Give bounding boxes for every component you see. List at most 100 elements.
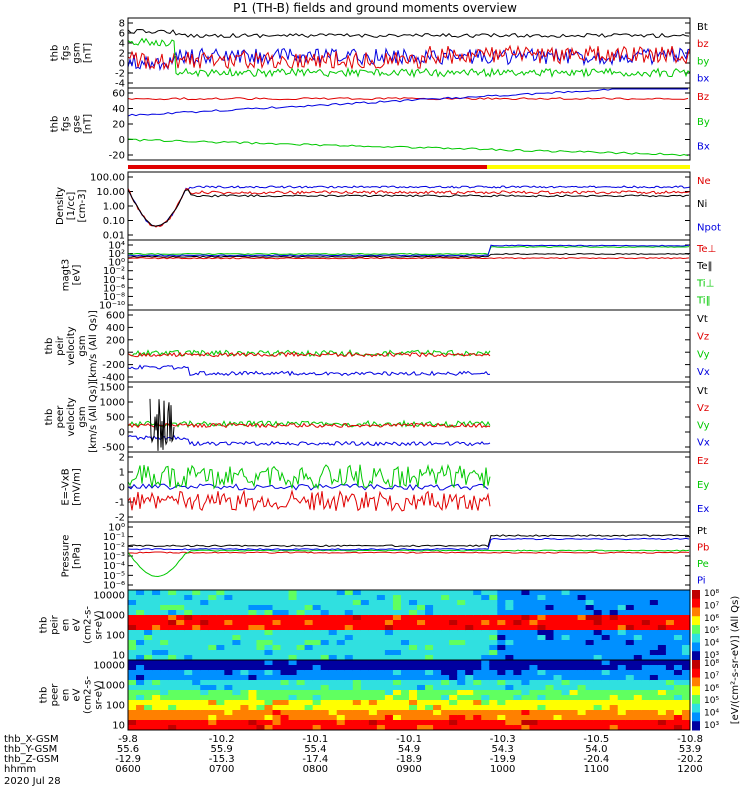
ytick-label: -20 [109,151,125,162]
spec-cell [176,710,185,716]
spec-cell [264,610,274,616]
spec-cell [136,715,145,721]
spec-cell [296,595,306,601]
spec-cell [433,610,442,616]
spec-cell [433,655,442,661]
spec-cell [192,710,201,716]
spec-cell [457,710,466,716]
spec-cell [344,665,354,671]
spec-cell [441,665,450,671]
spec-cell [489,700,498,706]
spec-cell [160,725,169,731]
spec-cell [280,645,290,651]
spec-cell [320,645,330,651]
series-Bx [127,88,688,117]
spec-cell [392,625,402,631]
spec-cell [272,645,282,651]
spec-cell [352,610,362,616]
spec-cell [392,630,402,636]
colorbar-swatch [692,598,700,608]
spec-cell [240,605,249,611]
spec-cell [264,700,274,706]
spec-cell [681,625,691,631]
spec-cell [232,700,241,706]
spec-cell [465,680,474,686]
ylabel-line: Density [55,187,66,225]
spec-cell [601,590,611,596]
spec-cell [368,660,378,666]
spec-cell [184,595,193,601]
spec-cell [392,675,402,681]
spec-cell [312,640,322,646]
spec-cell [136,590,145,596]
spec-cell [360,590,370,596]
spec-cell [336,710,346,716]
spec-cell [665,655,675,661]
spec-cell [368,615,378,621]
spec-cell [593,650,603,656]
spec-cell [296,610,306,616]
spec-cell [409,710,418,716]
spec-cell [200,635,209,641]
spec-cell [144,595,153,601]
spec-cell [617,670,627,676]
spec-cell [617,695,627,701]
spec-cell [352,630,362,636]
spec-cell [617,640,627,646]
spec-cell [537,645,546,651]
spec-cell [272,610,282,616]
spec-cell [417,590,426,596]
ytick-label: 10⁰ [108,258,125,269]
spec-cell [433,640,442,646]
colorbar-swatch [692,712,700,722]
spec-cell [433,630,442,636]
spec-cell [296,675,306,681]
spec-cell [601,665,611,671]
spec-cell [376,720,386,726]
spec-cell [184,635,193,641]
spec-cell [681,695,691,701]
spec-cell [633,605,643,611]
spec-cell [176,625,185,631]
spec-cell [320,635,330,641]
spec-cell [184,700,193,706]
spec-cell [240,725,249,731]
spec-cell [561,610,571,616]
spec-cell [376,680,386,686]
series-Vz [127,422,491,429]
spec-cell [400,705,410,711]
spec-cell [248,660,257,666]
spec-cell [521,605,530,611]
spec-cell [264,705,274,711]
spec-cell [425,680,434,686]
xaxis-value: 1000 [490,764,515,775]
spec-cell [384,650,394,656]
spec-cell [304,705,314,711]
spec-cell [457,685,466,691]
spec-cell [417,670,426,676]
spec-cell [392,610,402,616]
spec-cell [441,695,450,701]
ylabel-line: thb [39,617,50,634]
spec-cell [569,630,579,636]
spec-cell [248,680,257,686]
spec-cell [633,640,643,646]
spec-cell [585,660,595,666]
spec-cell [625,695,635,701]
spec-cell [264,680,274,686]
spec-cell [368,600,378,606]
spec-cell [593,645,603,651]
spec-cell [465,640,474,646]
spec-cell [425,660,434,666]
spec-cell [633,680,643,686]
spec-cell [593,700,603,706]
spec-cell [248,645,257,651]
spec-cell [593,640,603,646]
spec-cell [232,670,241,676]
spec-cell [417,675,426,681]
spec-cell [312,610,322,616]
spec-cell [633,710,643,716]
spec-cell [136,690,145,696]
spec-cell [673,705,683,711]
spec-cell [256,665,265,671]
